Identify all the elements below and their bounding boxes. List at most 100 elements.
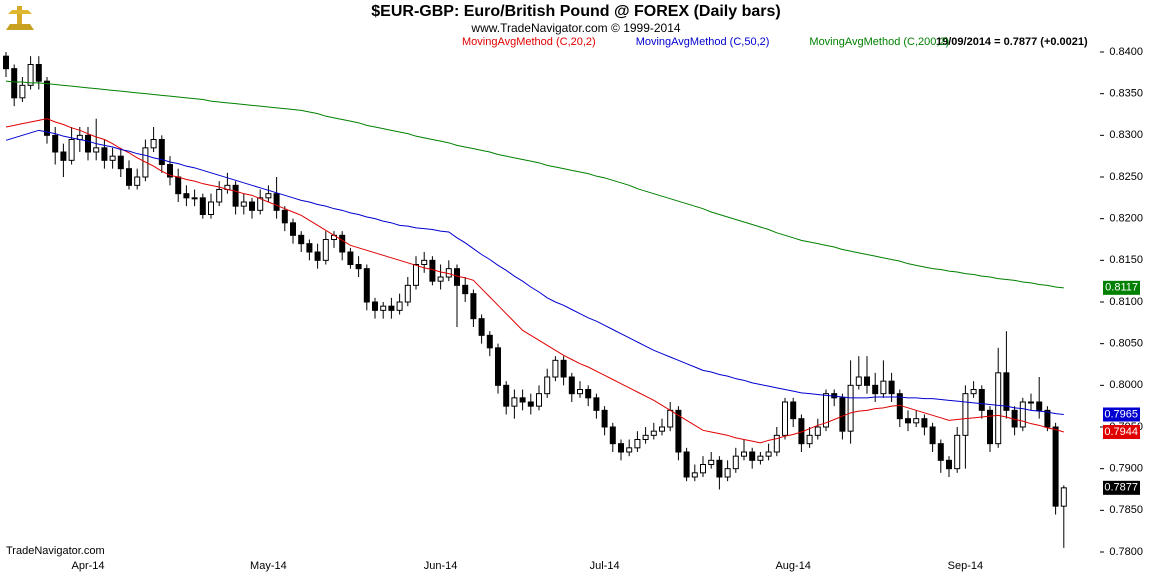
candle-body: [806, 434, 813, 445]
candle-body: [995, 372, 1002, 445]
price-marker-label: 0.8117: [1105, 282, 1138, 294]
candle-body: [724, 468, 731, 478]
candle-body: [175, 176, 182, 195]
candle-body: [191, 197, 198, 200]
legend-entry: MovingAvgMethod (C,200,2): [809, 36, 949, 48]
candle-body: [585, 389, 592, 399]
candle-body: [790, 401, 797, 420]
moving-average-line: [5, 118, 1064, 444]
candle-body: [987, 409, 993, 445]
candle-body: [93, 147, 100, 153]
candle-body: [158, 139, 165, 165]
candle-body: [757, 455, 764, 461]
candle-body: [232, 184, 239, 207]
candle-body: [659, 426, 665, 432]
candle-body: [429, 259, 436, 282]
candle-body: [35, 64, 42, 82]
candle-body: [314, 251, 321, 261]
y-tick-label: 0.8100: [1109, 296, 1143, 308]
candle-body: [1044, 409, 1051, 428]
candle-body: [388, 305, 395, 311]
candle-body: [568, 376, 575, 395]
candle-body: [683, 451, 690, 478]
x-tick-label: May-14: [250, 560, 287, 572]
price-marker-label: 0.7965: [1104, 408, 1138, 420]
candle-body: [921, 418, 928, 428]
candle-body: [765, 451, 772, 457]
candle-body: [823, 393, 829, 428]
y-tick-label: 0.8400: [1109, 46, 1143, 58]
x-tick-label: Jun-14: [424, 560, 458, 572]
status-annotation: 19/09/2014 = 0.7877 (+0.0021): [936, 36, 1088, 48]
candle-body: [134, 176, 141, 186]
candle-body: [732, 455, 739, 470]
candle-body: [1003, 372, 1010, 411]
price-marker-box: [1103, 425, 1140, 439]
x-tick-label: Aug-14: [775, 560, 810, 572]
candle-body: [642, 434, 649, 441]
candle-body: [60, 151, 67, 161]
candle-body: [970, 389, 977, 395]
candle-body: [618, 443, 624, 453]
logo: [6, 6, 34, 30]
candle-body: [667, 409, 674, 428]
candle-body: [355, 264, 362, 270]
candle-body: [749, 451, 756, 461]
candle-body: [634, 439, 641, 449]
candle-body: [199, 197, 206, 215]
candle-body: [716, 459, 723, 478]
candle-body: [511, 397, 518, 407]
candle-body: [404, 284, 411, 303]
candle-body: [626, 447, 633, 453]
y-tick-label: 0.8000: [1109, 379, 1143, 391]
candle-body: [946, 459, 952, 470]
candle-body: [347, 251, 354, 265]
candle-body: [741, 451, 747, 457]
price-marker-box: [1103, 407, 1140, 422]
candle-body: [257, 197, 264, 211]
candle-body: [44, 80, 50, 136]
candle-body: [536, 393, 542, 407]
candle-body: [905, 418, 911, 424]
candle-body: [691, 472, 698, 478]
candle-body: [462, 284, 469, 295]
candle-body: [413, 264, 419, 286]
candle-body: [708, 459, 715, 466]
price-marker-box: [1103, 480, 1140, 495]
candle-body: [609, 426, 616, 445]
candle-body: [208, 201, 214, 215]
footer: TradeNavigator.com: [6, 545, 105, 557]
candle-body: [478, 318, 485, 336]
candle-body: [978, 389, 985, 411]
candle-body: [814, 426, 821, 436]
candle-body: [847, 384, 854, 432]
candle-body: [675, 409, 682, 453]
candle-body: [281, 209, 288, 224]
candle-body: [150, 139, 157, 149]
candle-body: [183, 193, 190, 199]
candle-body: [363, 268, 370, 303]
y-tick-label: 0.8300: [1109, 129, 1143, 141]
y-tick-label: 0.7800: [1109, 546, 1143, 558]
candle-body: [117, 155, 124, 170]
candle-body: [650, 430, 657, 436]
y-tick-label: 0.8150: [1109, 254, 1143, 266]
candle-body: [249, 201, 255, 211]
candle-body: [273, 193, 280, 211]
candle-body: [298, 234, 305, 245]
price-marker-box: [1103, 280, 1140, 295]
candle-body: [109, 155, 116, 161]
candle-body: [880, 380, 887, 395]
candle-body: [773, 434, 780, 453]
candle-body: [855, 376, 862, 386]
candle-body: [839, 397, 846, 432]
candle-body: [495, 347, 501, 386]
y-tick-label: 0.7900: [1109, 463, 1143, 475]
candle-body: [913, 418, 920, 424]
candle-body: [167, 164, 173, 178]
moving-average-line: [5, 80, 1064, 289]
candle-body: [1028, 401, 1034, 404]
candle-body: [552, 359, 559, 378]
candle-body: [290, 222, 296, 236]
price-marker-label: 0.7944: [1104, 426, 1138, 438]
